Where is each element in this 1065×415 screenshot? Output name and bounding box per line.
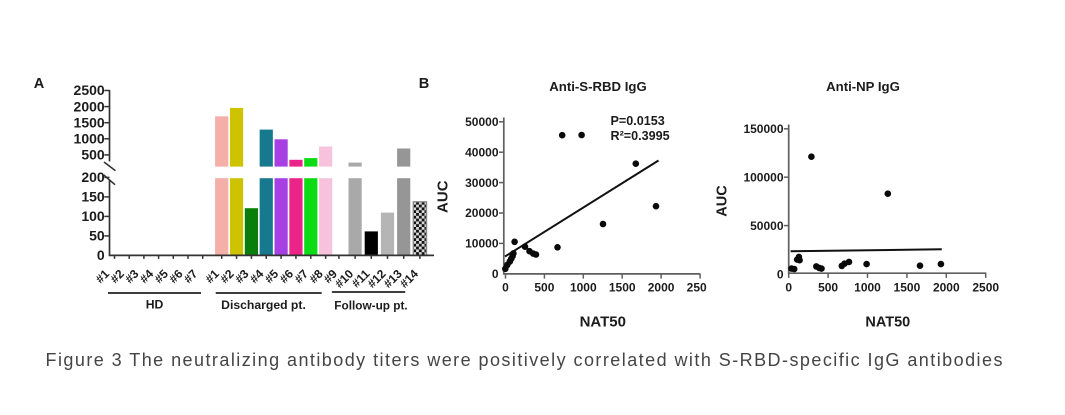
svg-text:B: B bbox=[419, 76, 430, 92]
svg-text:100: 100 bbox=[81, 208, 105, 224]
svg-text:A: A bbox=[34, 76, 45, 92]
svg-text:2000: 2000 bbox=[74, 98, 105, 114]
svg-text:0: 0 bbox=[502, 280, 509, 294]
svg-text:50: 50 bbox=[89, 228, 105, 244]
svg-text:2000: 2000 bbox=[648, 280, 675, 294]
svg-text:Discharged pt.: Discharged pt. bbox=[221, 298, 306, 312]
svg-text:AUC: AUC bbox=[714, 185, 730, 217]
svg-text:20000: 20000 bbox=[465, 206, 499, 220]
svg-text:500: 500 bbox=[534, 280, 554, 294]
svg-text:HD: HD bbox=[146, 298, 164, 312]
svg-text:100000: 100000 bbox=[743, 170, 783, 184]
svg-text:50000: 50000 bbox=[750, 219, 784, 233]
svg-text:200: 200 bbox=[81, 169, 105, 185]
svg-text:1000: 1000 bbox=[854, 280, 881, 294]
svg-text:NAT50: NAT50 bbox=[580, 313, 626, 330]
svg-text:500: 500 bbox=[818, 280, 838, 294]
svg-text:0: 0 bbox=[785, 280, 792, 294]
svg-text:1500: 1500 bbox=[609, 280, 636, 294]
svg-text:Anti-NP IgG: Anti-NP IgG bbox=[826, 79, 900, 94]
svg-text:500: 500 bbox=[81, 147, 105, 163]
svg-text:Follow-up pt.: Follow-up pt. bbox=[334, 299, 407, 313]
svg-text:40000: 40000 bbox=[465, 145, 499, 159]
svg-text:1500: 1500 bbox=[74, 114, 105, 130]
svg-text:NAT50: NAT50 bbox=[865, 314, 910, 330]
svg-text:2500: 2500 bbox=[74, 82, 105, 98]
svg-text:50000: 50000 bbox=[465, 115, 499, 129]
svg-text:1000: 1000 bbox=[74, 131, 105, 147]
svg-text:150: 150 bbox=[81, 189, 105, 205]
svg-text:0: 0 bbox=[97, 247, 105, 263]
svg-text:Figure 3 The neutralizing anti: Figure 3 The neutralizing antibody titer… bbox=[46, 350, 1004, 370]
svg-text:2000: 2000 bbox=[933, 280, 960, 294]
svg-text:0: 0 bbox=[777, 268, 784, 282]
svg-text:30000: 30000 bbox=[465, 176, 499, 190]
svg-text:1500: 1500 bbox=[894, 280, 921, 294]
svg-text:Anti-S-RBD IgG: Anti-S-RBD IgG bbox=[549, 79, 646, 94]
svg-text:10000: 10000 bbox=[465, 237, 499, 251]
svg-text:250: 250 bbox=[687, 280, 707, 294]
svg-text:2500: 2500 bbox=[972, 280, 999, 294]
svg-text:R²=0.3995: R²=0.3995 bbox=[611, 129, 670, 143]
svg-text:P=0.0153: P=0.0153 bbox=[611, 114, 665, 128]
svg-text:150000: 150000 bbox=[743, 122, 783, 136]
svg-text:0: 0 bbox=[492, 267, 499, 281]
svg-text:1000: 1000 bbox=[570, 280, 597, 294]
svg-text:AUC: AUC bbox=[435, 180, 452, 213]
